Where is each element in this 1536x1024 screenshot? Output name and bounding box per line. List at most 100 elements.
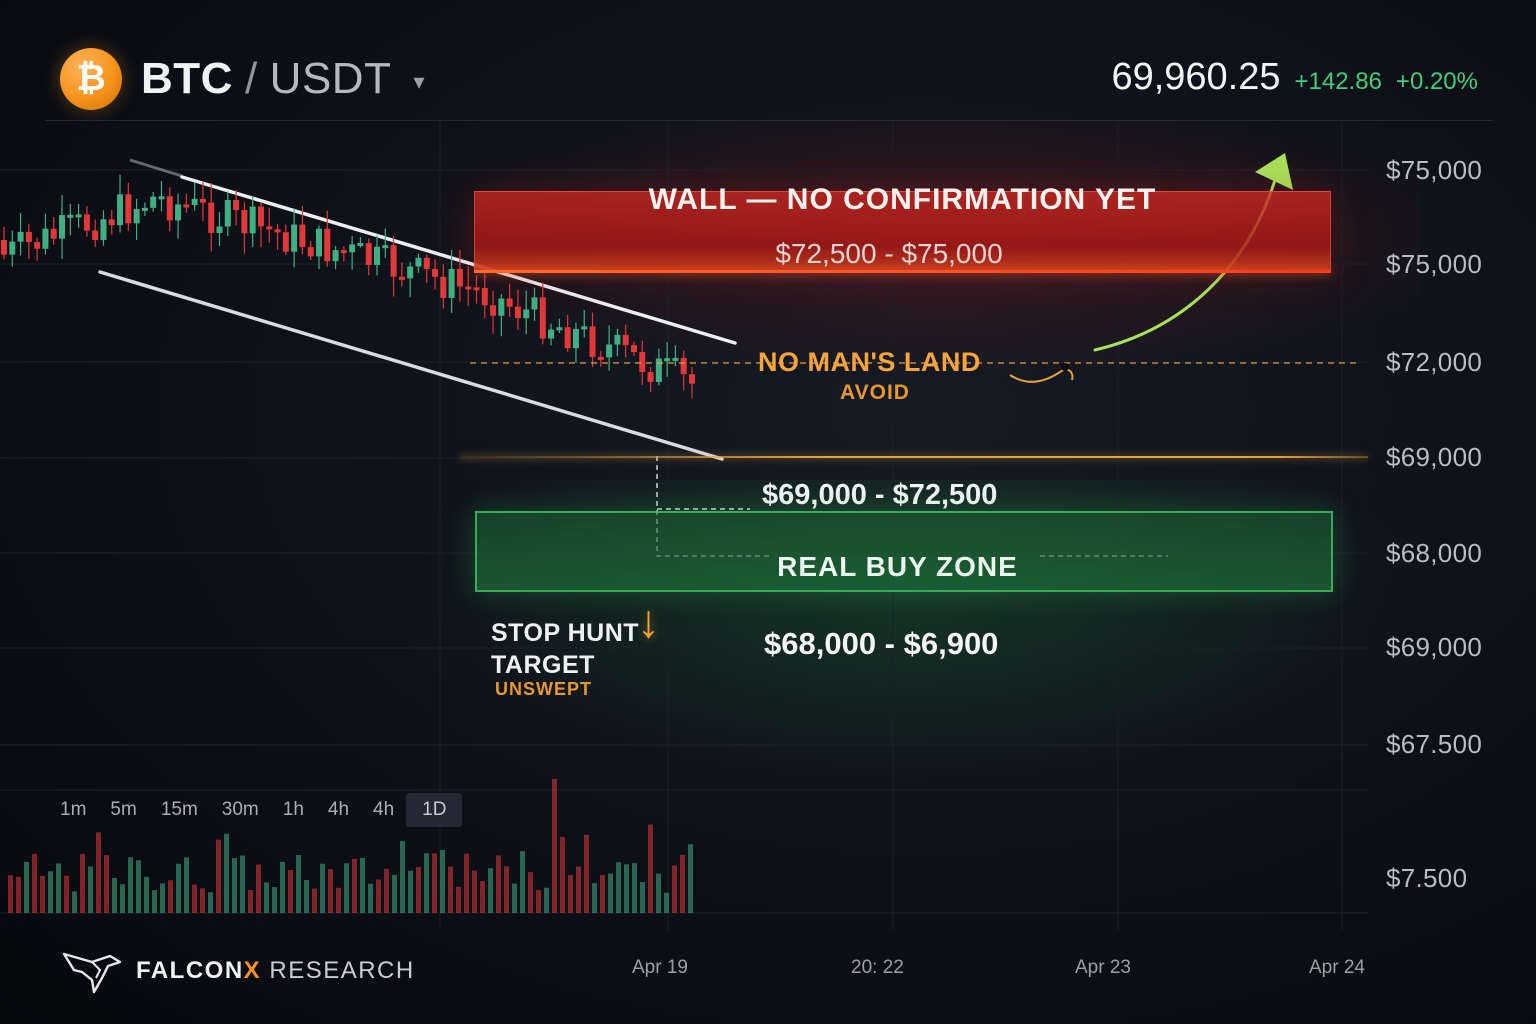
- stop-hunt-label: STOP HUNT TARGET: [491, 617, 639, 681]
- volume-bar: [96, 832, 101, 913]
- volume-bar: [256, 864, 261, 913]
- x-axis-label: Apr 19: [632, 957, 688, 978]
- candle-body: [597, 356, 604, 360]
- timeframe-30m[interactable]: 30m: [221, 799, 259, 820]
- volume-bar: [512, 883, 517, 913]
- volume-bar: [144, 876, 149, 913]
- volume-bar: [264, 882, 269, 913]
- volume-bar: [312, 888, 317, 913]
- timeframe-5m[interactable]: 5m: [110, 799, 137, 820]
- candle-body: [208, 202, 215, 233]
- chevron-down-icon[interactable]: ▾: [413, 69, 425, 94]
- candle-body: [523, 309, 530, 319]
- volume-bar: [304, 880, 309, 913]
- resistance-wall-zone: [474, 191, 1331, 271]
- arrowhead: [1255, 153, 1293, 190]
- header-divider: [45, 120, 1493, 121]
- volume-bar: [48, 871, 53, 913]
- timeframe-1d[interactable]: 1D: [406, 793, 463, 827]
- volume-bar: [104, 855, 109, 913]
- candle-body: [514, 306, 521, 319]
- wall-title: WALL — NO CONFIRMATION YET: [648, 183, 1157, 216]
- volume-bar: [640, 882, 645, 913]
- volume-bar: [544, 887, 549, 913]
- candle-body: [572, 328, 579, 349]
- y-axis-label: $7.500: [1386, 863, 1468, 893]
- y-axis-label: $69,000: [1386, 442, 1483, 472]
- volume-bar: [648, 824, 653, 913]
- candle-body: [564, 327, 571, 349]
- candle-body: [125, 194, 132, 224]
- volume-bar: [240, 855, 245, 913]
- buy-zone: [475, 511, 1333, 592]
- x-axis-label: Apr 24: [1309, 957, 1365, 978]
- candle-body: [415, 257, 422, 267]
- timeframe-1m[interactable]: 1m: [60, 799, 87, 820]
- candle-body: [589, 326, 596, 357]
- candle-body: [614, 334, 621, 345]
- candle-body: [75, 214, 82, 218]
- quote-symbol: USDT: [269, 54, 392, 103]
- candle-body: [100, 219, 107, 240]
- arrow-down-icon: ↓: [637, 595, 660, 647]
- timeframe-4h[interactable]: 4h: [327, 799, 350, 820]
- candle-body: [647, 371, 654, 382]
- symbol-selector[interactable]: BTC / USDT ▾: [141, 54, 425, 104]
- timeframe-15m[interactable]: 15m: [160, 799, 198, 820]
- candle-body: [42, 228, 49, 249]
- candle-body: [630, 345, 637, 352]
- volume-bar: [352, 858, 357, 913]
- volume-bar: [488, 868, 493, 913]
- volume-bar: [184, 857, 189, 913]
- candle-body: [9, 241, 16, 255]
- candle-body: [680, 357, 687, 375]
- candle-body: [689, 374, 695, 384]
- volume-bar: [80, 853, 85, 913]
- candle-body: [50, 228, 57, 239]
- timeframe-4h-2[interactable]: 4h: [373, 799, 395, 820]
- candle-body: [581, 326, 588, 330]
- volume-bar: [616, 862, 621, 913]
- volume-bar: [584, 834, 589, 913]
- volume-bar: [24, 861, 29, 913]
- candle-body: [473, 287, 480, 291]
- candle-body: [266, 226, 273, 230]
- base-symbol: BTC: [141, 54, 233, 103]
- candle-body: [34, 242, 41, 249]
- candle-body: [315, 228, 322, 257]
- volume-bar: [560, 836, 565, 913]
- candlesticks: [1, 174, 695, 398]
- candle-body: [456, 268, 463, 287]
- candle-body: [17, 231, 24, 242]
- stop-hunt-line2: TARGET: [491, 651, 595, 679]
- volume-bar: [248, 889, 253, 913]
- candle-body: [299, 224, 306, 248]
- wall-base-line: [474, 270, 1331, 273]
- volume-bar: [480, 881, 485, 913]
- volume-bar: [528, 872, 533, 913]
- y-axis-label: $75,000: [1386, 155, 1483, 185]
- candle-body: [498, 298, 505, 316]
- candle-body: [606, 344, 613, 358]
- candle-body: [291, 224, 298, 252]
- timeframe-1h[interactable]: 1h: [282, 799, 304, 820]
- candle-body: [191, 198, 198, 206]
- x-axis-label: Apr 23: [1075, 957, 1131, 978]
- candle-body: [1, 240, 7, 255]
- volume-bar: [448, 866, 453, 913]
- candle-body: [257, 206, 264, 227]
- volume-bar: [464, 853, 469, 913]
- volume-bar: [632, 863, 637, 913]
- volume-bar: [664, 892, 669, 913]
- volume-bar: [232, 857, 237, 913]
- volume-bar: [56, 863, 61, 913]
- price-change-abs: +142.86: [1294, 68, 1382, 95]
- candle-body: [67, 214, 74, 218]
- x-axis-label: 20: 22: [851, 957, 904, 978]
- volume-bar: [624, 864, 629, 913]
- timeframe-selector: 1m 5m 15m 30m 1h 4h 4h 1D: [48, 793, 463, 827]
- last-price: 69,960.25: [1111, 56, 1281, 98]
- y-axis-label: $75,000: [1386, 249, 1483, 279]
- volume-bar: [408, 870, 413, 913]
